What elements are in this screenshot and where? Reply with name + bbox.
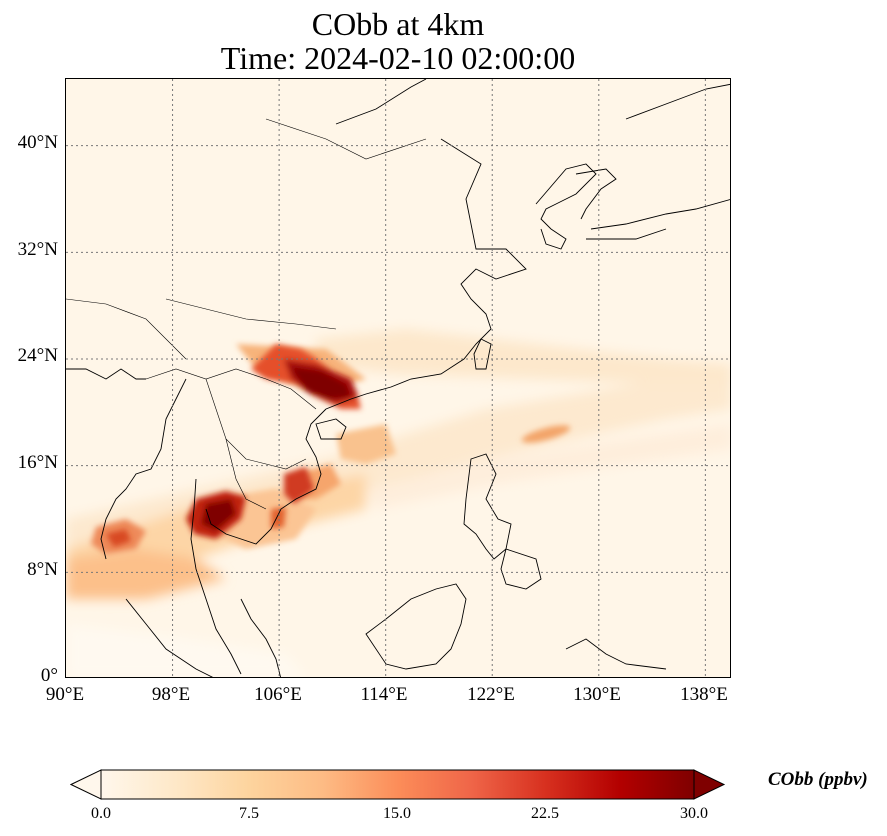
lat-tick-16n: 16°N <box>17 452 58 473</box>
coastlines <box>66 79 730 677</box>
colorbar <box>70 769 726 800</box>
colorbar-min-extension <box>70 769 102 800</box>
gridlines <box>66 79 730 677</box>
colorbar-tick-15: 15.0 <box>383 805 411 822</box>
colorbar-tick-30: 30.0 <box>680 805 708 822</box>
colorbar-gradient <box>100 769 695 800</box>
lon-tick-90e: 90°E <box>45 684 85 705</box>
colorbar-tick-7-5: 7.5 <box>239 805 259 822</box>
lat-tick-32n: 32°N <box>17 239 58 260</box>
lat-tick-8n: 8°N <box>27 559 58 580</box>
lon-tick-122e: 122°E <box>467 684 515 705</box>
colorbar-max-extension <box>693 769 726 800</box>
lon-tick-138e: 138°E <box>680 684 728 705</box>
colorbar-title: CObb (ppbv) <box>768 769 868 790</box>
plume-bands <box>66 329 730 677</box>
hotspots <box>106 344 361 547</box>
map-canvas <box>66 79 730 677</box>
colorbar-tick-0: 0.0 <box>91 805 111 822</box>
lon-tick-130e: 130°E <box>573 684 621 705</box>
lat-tick-24n: 24°N <box>17 345 58 366</box>
lat-tick-40n: 40°N <box>17 132 58 153</box>
lon-tick-114e: 114°E <box>360 684 408 705</box>
plot-time-subtitle: Time: 2024-02-10 02:00:00 <box>220 40 576 76</box>
concentration-field <box>66 329 730 677</box>
lon-tick-106e: 106°E <box>254 684 302 705</box>
lon-tick-98e: 98°E <box>151 684 191 705</box>
lat-tick-0: 0° <box>40 665 58 686</box>
colorbar-tick-22-5: 22.5 <box>531 805 559 822</box>
map-panel <box>65 78 731 678</box>
plot-title: CObb at 4km <box>311 6 485 42</box>
